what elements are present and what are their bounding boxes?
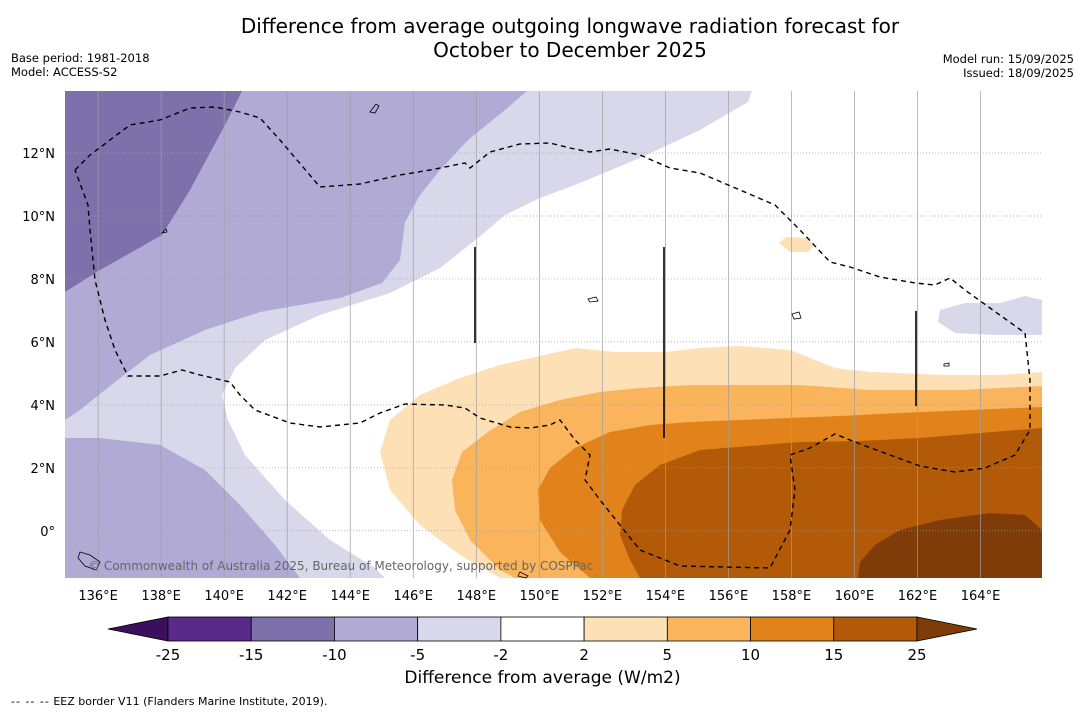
eez-line-marker: -- -- -- (11, 695, 50, 708)
colorbar-segment (417, 616, 502, 642)
longitude-label: 162°E (898, 589, 938, 604)
longitude-label: 150°E (520, 589, 560, 604)
colorbar-segment (750, 616, 835, 642)
colorbar-tick-label: 2 (579, 646, 589, 664)
longitude-label: 144°E (330, 589, 370, 604)
colorbar-tick-label: 5 (663, 646, 673, 664)
longitude-label: 140°E (204, 589, 244, 604)
longitude-label: 142°E (267, 589, 307, 604)
colorbar-segment (833, 616, 918, 642)
longitude-label: 154°E (646, 589, 686, 604)
longitude-label: 164°E (961, 589, 1001, 604)
colorbar-tick-label: -25 (156, 646, 181, 664)
contour-mid-purple-south (65, 438, 300, 578)
graticule (65, 91, 1042, 578)
island-5 (77, 551, 101, 571)
title-line-2: October to December 2025 (433, 38, 707, 62)
longitude-label: 146°E (393, 589, 433, 604)
colorbar-tick-label: 25 (907, 646, 926, 664)
island-1 (160, 228, 168, 234)
colorbar-tick-label: -5 (410, 646, 425, 664)
base-info: Base period: 1981-2018 Model: ACCESS-S2 (11, 51, 150, 79)
eez-border-palau-fsm (74, 106, 1031, 569)
contour-dark-brown (858, 513, 1042, 578)
legend-footer: -- -- -- EEZ border V11 (Flanders Marine… (11, 695, 327, 708)
island-4 (943, 362, 950, 367)
model-label: Model: ACCESS-S2 (11, 65, 118, 79)
run-info: Model run: 15/09/2025 Issued: 18/09/2025 (943, 52, 1074, 80)
colorbar-extend-low (107, 616, 169, 642)
copyright-text: © Commonwealth of Australia 2025, Bureau… (88, 559, 593, 573)
boundary-lines (474, 247, 917, 438)
island-6 (517, 571, 529, 579)
island-guam (369, 103, 380, 114)
longitude-label: 152°E (583, 589, 623, 604)
colorbar-segment (250, 616, 335, 642)
longitude-label: 138°E (141, 589, 181, 604)
colorbar-tick-labels: -25 -15 -10 -5 -2 2 5 10 15 25 (156, 646, 927, 664)
colorbar-segment (666, 616, 751, 642)
longitude-label: 156°E (709, 589, 749, 604)
islands (77, 103, 950, 579)
contour-light-purple-east (938, 296, 1042, 335)
colorbar-tick-label: -15 (239, 646, 264, 664)
island-2 (587, 296, 599, 303)
issued-label: Issued: 18/09/2025 (963, 66, 1074, 80)
longitude-label: 136°E (78, 589, 118, 604)
colorbar-tick-label: -2 (493, 646, 508, 664)
longitude-labels: 136°E 138°E 140°E 142°E 144°E 146°E 148°E 150°E… (78, 589, 1000, 604)
colorbar-title: Difference from average (W/m2) (404, 668, 681, 688)
colorbar-extend-high (916, 616, 978, 642)
colorbar-tick-label: 15 (824, 646, 843, 664)
island-3 (791, 311, 802, 320)
contour-dark-purple (65, 91, 242, 292)
map-title: Difference from average outgoing longwav… (170, 14, 970, 62)
eez-borders (74, 106, 1031, 569)
anomaly-field (65, 91, 1042, 578)
colorbar-segment (583, 616, 668, 642)
latitude-label: 0° (40, 525, 55, 540)
latitude-labels: 12°N 10°N 8°N 6°N 4°N 2°N 0° (22, 147, 55, 540)
title-line-1: Difference from average outgoing longwav… (240, 14, 900, 38)
colorbar-segment (500, 616, 585, 642)
colorbar-segment (167, 616, 252, 642)
longitude-label: 160°E (835, 589, 875, 604)
model-run-label: Model run: 15/09/2025 (942, 52, 1074, 66)
latitude-label: 12°N (22, 147, 55, 162)
contour-light-orange-blob (779, 237, 815, 252)
latitude-label: 8°N (31, 273, 56, 288)
latitude-label: 10°N (22, 210, 55, 225)
base-period-label: Base period: 1981-2018 (11, 51, 150, 65)
colorbar-segment (334, 616, 419, 642)
colorbar-tick-label: 10 (741, 646, 760, 664)
longitude-label: 148°E (457, 589, 497, 604)
colorbar (107, 616, 978, 642)
longitude-label: 158°E (772, 589, 812, 604)
latitude-label: 6°N (31, 336, 56, 351)
latitude-label: 4°N (31, 399, 56, 414)
eez-legend-text: EEZ border V11 (Flanders Marine Institut… (53, 695, 328, 708)
colorbar-tick-label: -10 (322, 646, 347, 664)
latitude-label: 2°N (31, 462, 56, 477)
